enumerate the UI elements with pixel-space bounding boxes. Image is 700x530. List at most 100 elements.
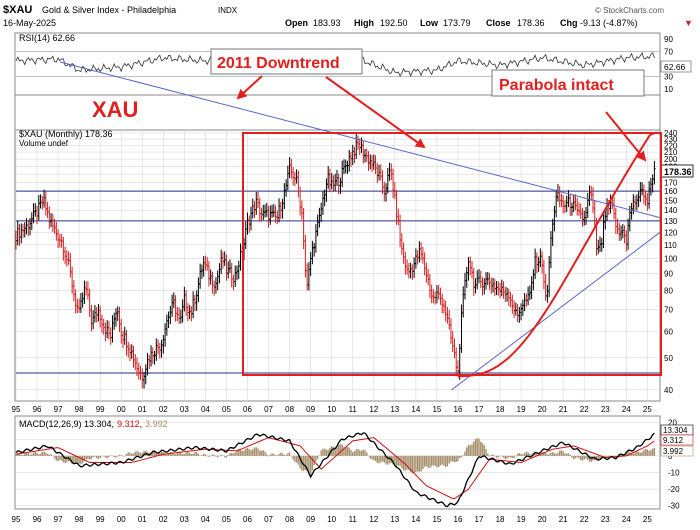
macd-hist-bar — [185, 452, 187, 456]
macd-hist-bar — [651, 448, 654, 456]
year-tick-label: 22 — [580, 405, 589, 414]
macd-hist-bar — [22, 455, 24, 456]
macd-hist-bar — [323, 448, 326, 456]
macd-hist-bar — [260, 450, 263, 456]
parabola-arrow — [605, 111, 647, 162]
macd-hist-bar — [548, 454, 550, 456]
macd-hist-bar — [134, 451, 136, 456]
macd-hist-bar — [380, 455, 382, 463]
macd-hist-bar — [306, 455, 308, 472]
macd-hist-bar — [239, 449, 242, 456]
macd-hist-bar — [478, 438, 480, 456]
macd-hist-bar — [262, 450, 264, 456]
year-tick-label: 95 — [12, 405, 21, 414]
macd-hist-bar — [264, 451, 266, 456]
macd-hist-bar — [309, 455, 312, 476]
year-tick-label: 97 — [54, 515, 63, 524]
macd-hist-bar — [527, 452, 529, 456]
rsi-tick-label: 90 — [664, 35, 673, 44]
macd-hist-bar — [418, 455, 421, 472]
macd-hist-bar — [395, 455, 398, 467]
year-tick-label: 10 — [327, 515, 336, 524]
price-tick-label: 240 — [664, 129, 678, 138]
macd-hist-bar — [576, 455, 578, 458]
macd-signal-value: 9.312 — [117, 419, 140, 429]
macd-hist-bar — [516, 453, 519, 456]
macd-hist-bar — [80, 455, 82, 465]
macd-hist-bar — [406, 455, 408, 470]
low-value: 173.79 — [443, 18, 471, 28]
year-tick-label: 17 — [475, 405, 484, 414]
macd-tick-label: 0 — [668, 452, 673, 461]
macd-hist-bar — [253, 447, 256, 456]
macd-hist-bar — [530, 454, 533, 456]
macd-hist-bar — [437, 455, 440, 468]
macd-hist-bar — [299, 455, 301, 469]
macd-tick-label: -30 — [668, 502, 680, 511]
macd-hist-bar — [224, 455, 226, 458]
macd-hist-bar — [467, 444, 470, 456]
macd-hist-bar — [466, 447, 468, 456]
macd-hist-bar — [560, 450, 563, 456]
macd-hist-bar — [250, 450, 252, 456]
year-tick-label: 14 — [411, 405, 420, 414]
parabola-label: Parabola intact — [499, 77, 614, 94]
macd-hist-bar — [422, 455, 424, 470]
macd-hist-bar — [376, 455, 378, 463]
macd-hist-bar — [173, 453, 175, 456]
price-last-value: 178.36 — [664, 167, 692, 177]
price-tick-label: 40 — [664, 386, 673, 395]
macd-hist-bar — [350, 450, 352, 456]
macd-hist-bar — [153, 450, 156, 456]
macd-histogram — [15, 438, 656, 476]
exchange: INDX — [218, 6, 238, 15]
macd-hist-bar — [373, 455, 375, 461]
macd-hist-bar — [110, 455, 112, 457]
macd-hist-bar — [634, 452, 636, 456]
macd-hist-bar — [455, 455, 457, 462]
macd-hist-bar — [171, 452, 173, 456]
macd-label-prefix: MACD(12,26,9) 13.304, — [19, 419, 114, 429]
downtrend-label-box — [210, 48, 363, 75]
signal-last-badge — [660, 434, 694, 446]
macd-hist-bar — [115, 455, 117, 458]
open-value: 183.93 — [313, 18, 341, 28]
macd-hist-bar — [432, 455, 435, 466]
macd-hist-bar — [52, 455, 54, 457]
macd-hist-bar — [197, 453, 200, 456]
macd-hist-bar — [213, 454, 215, 456]
macd-hist-bar — [131, 453, 133, 456]
macd-hist-bar — [646, 449, 649, 456]
macd-hist-bar — [215, 455, 217, 457]
macd-hist-bar — [557, 452, 559, 456]
macd-hist-bar — [64, 455, 66, 464]
macd-hist-bar — [346, 447, 349, 456]
year-tick-label: 00 — [117, 515, 126, 524]
year-tick-label: 99 — [96, 405, 105, 414]
year-tick-label: 04 — [201, 515, 210, 524]
year-tick-label: 05 — [222, 515, 231, 524]
macd-hist-bar — [558, 450, 561, 456]
macd-hist-bar — [602, 455, 605, 457]
year-tick-label: 20 — [538, 405, 547, 414]
year-tick-label: 98 — [75, 515, 84, 524]
macd-hist-bar — [571, 455, 573, 458]
year-tick-label: 21 — [559, 405, 568, 414]
macd-hist-bar — [553, 453, 556, 456]
year-tick-label: 12 — [369, 515, 378, 524]
macd-hist-bar — [287, 453, 289, 456]
macd-hist-bar — [45, 452, 47, 456]
macd-hist-bar — [608, 455, 610, 458]
macd-hist-bar — [353, 451, 356, 456]
macd-hist-bar — [187, 451, 189, 456]
year-tick-label: 18 — [496, 405, 505, 414]
macd-hist-bar — [555, 453, 557, 456]
macd-hist-bar — [276, 455, 279, 456]
macd-hist-bar — [627, 451, 629, 456]
macd-hist-bar — [336, 447, 338, 456]
macd-hist-bar — [544, 453, 547, 456]
macd-hist-bar — [29, 454, 31, 456]
year-tick-label: 18 — [496, 515, 505, 524]
macd-hist-bar — [38, 454, 40, 456]
downtrend-arrow-left — [236, 75, 263, 100]
